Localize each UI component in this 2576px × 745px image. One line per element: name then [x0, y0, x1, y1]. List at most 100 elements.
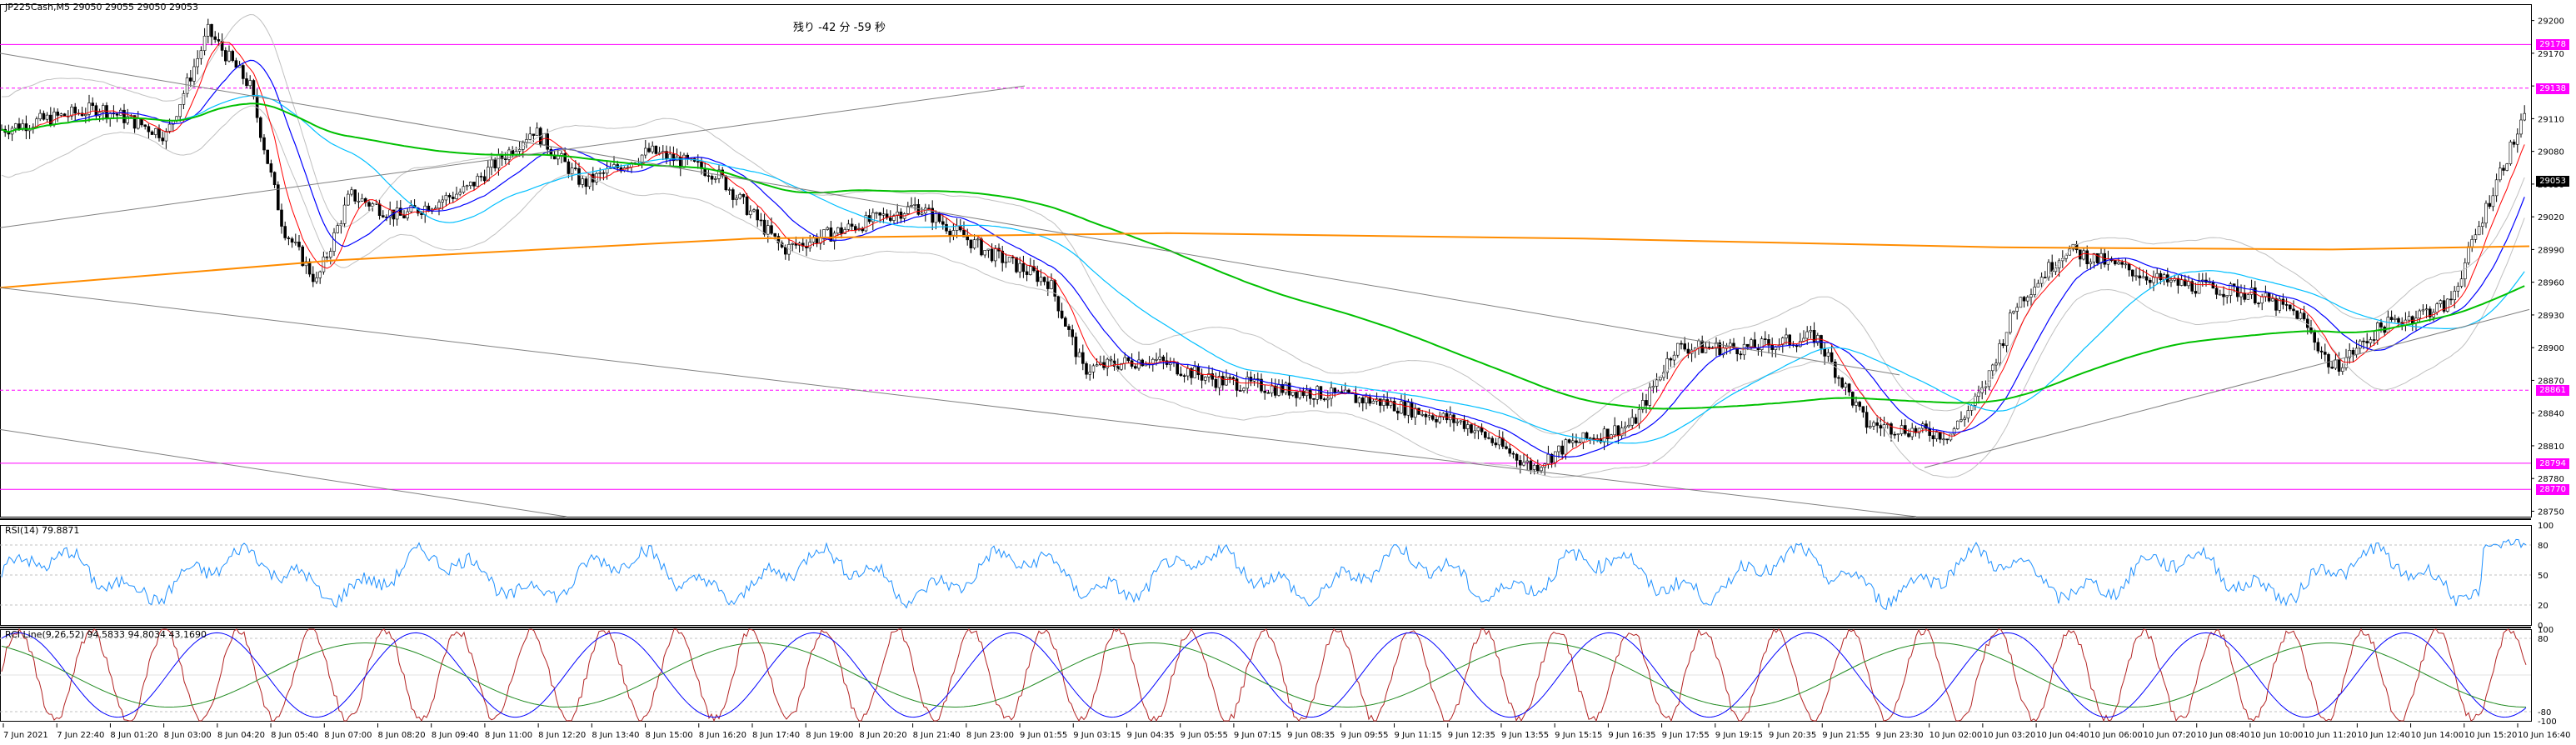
candle-body: [262, 137, 266, 151]
candle-body: [318, 271, 322, 278]
candle-body: [951, 230, 956, 236]
candle-body: [1830, 352, 1834, 362]
candle-body: [706, 175, 711, 178]
candle-body: [2306, 318, 2309, 328]
candle-body: [2214, 288, 2219, 295]
candle-body: [2264, 292, 2268, 298]
price-axis-label: 28930: [2538, 312, 2564, 321]
candle-body: [846, 223, 851, 230]
candle-body: [717, 169, 721, 179]
candle-body: [528, 133, 532, 140]
time-axis-label: 9 Jun 16:35: [1608, 731, 1655, 740]
time-axis-label: 9 Jun 11:15: [1395, 731, 1442, 740]
candle-body: [2389, 317, 2394, 320]
candle-body: [497, 154, 501, 168]
candle-body: [395, 208, 399, 220]
candle-body: [727, 189, 731, 191]
candle-body: [994, 248, 997, 262]
candle-body: [1665, 358, 1669, 373]
candle-body: [1928, 428, 1931, 437]
candle-body: [1438, 417, 1441, 422]
candle-body: [192, 66, 196, 82]
candle-body: [13, 123, 17, 129]
candle-body: [150, 131, 154, 135]
time-axis-label: 8 Jun 05:40: [271, 731, 318, 740]
candle-body: [1907, 432, 1910, 438]
candle-body: [1050, 280, 1053, 289]
candle-body: [2089, 261, 2093, 264]
candle-body: [1991, 364, 1994, 372]
candle-body: [307, 261, 312, 275]
candle-body: [756, 209, 760, 221]
candle-body: [1917, 428, 1921, 433]
candle-body: [2254, 288, 2257, 303]
candle-body: [773, 232, 777, 237]
candle-body: [766, 225, 770, 235]
time-axis-label: 9 Jun 20:35: [1769, 731, 1816, 740]
candle-body: [2012, 311, 2015, 313]
candle-body: [1683, 343, 1686, 350]
candle-body: [137, 118, 140, 129]
candle-body: [776, 236, 781, 243]
rci-axis-label: 100: [2538, 626, 2554, 635]
candle-body: [1987, 370, 1991, 388]
candle-body: [1536, 464, 1540, 472]
candle-body: [671, 153, 676, 162]
candle-body: [315, 278, 318, 282]
candle-body: [1214, 378, 1218, 388]
candle-body: [1700, 340, 1704, 353]
candle-body: [1858, 402, 1861, 408]
candle-body: [2292, 308, 2295, 312]
candle-body: [38, 112, 42, 120]
candle-body: [2159, 272, 2163, 281]
candle-body: [213, 36, 217, 40]
candle-body: [966, 236, 969, 241]
candle-body: [1494, 442, 1498, 446]
candle-body: [1732, 342, 1735, 348]
candle-body: [2302, 312, 2306, 320]
candle-body: [941, 221, 945, 225]
bollinger-upper: [2, 13, 2525, 435]
candle-body: [1945, 438, 1949, 441]
candle-body: [1998, 342, 2001, 364]
level-price-tag: 28794: [2536, 458, 2569, 469]
rsi-axis-label: 50: [2538, 572, 2549, 581]
candle-body: [161, 138, 164, 142]
candle-body: [1834, 361, 1837, 378]
time-axis-label: 9 Jun 17:55: [1662, 731, 1710, 740]
candle-body: [1676, 342, 1680, 356]
candle-body: [1270, 385, 1274, 394]
candle-body: [1435, 418, 1438, 422]
candle-body: [2337, 359, 2341, 372]
candle-body: [1357, 398, 1361, 403]
candle-body: [2278, 298, 2281, 311]
candle-body: [2334, 359, 2338, 369]
candle-body: [1067, 326, 1071, 330]
candle-body: [1392, 401, 1396, 412]
panel-frame-0: [0, 4, 2532, 518]
candle-body: [297, 242, 301, 248]
candle-body: [2009, 312, 2012, 333]
candle-body: [1371, 400, 1375, 404]
candle-body: [2194, 291, 2198, 294]
time-axis-label: 10 Jun 10:00: [2250, 731, 2304, 740]
candle-body: [280, 209, 283, 227]
candle-body: [1158, 356, 1161, 360]
time-axis-label: 9 Jun 04:35: [1126, 731, 1174, 740]
candle-body: [752, 209, 756, 212]
candle-body: [840, 227, 843, 234]
candle-body: [1764, 338, 1767, 340]
candle-body: [1001, 250, 1004, 263]
candle-body: [91, 102, 94, 106]
candle-body: [2484, 202, 2488, 224]
time-axis-label: 9 Jun 03:15: [1073, 731, 1121, 740]
candle-body: [1368, 396, 1371, 404]
candle-body: [1056, 296, 1061, 312]
candle-body: [906, 206, 910, 214]
candle-body: [258, 117, 262, 138]
candle-body: [1655, 379, 1659, 387]
candle-body: [1578, 442, 1581, 443]
candle-body: [1445, 412, 1449, 421]
